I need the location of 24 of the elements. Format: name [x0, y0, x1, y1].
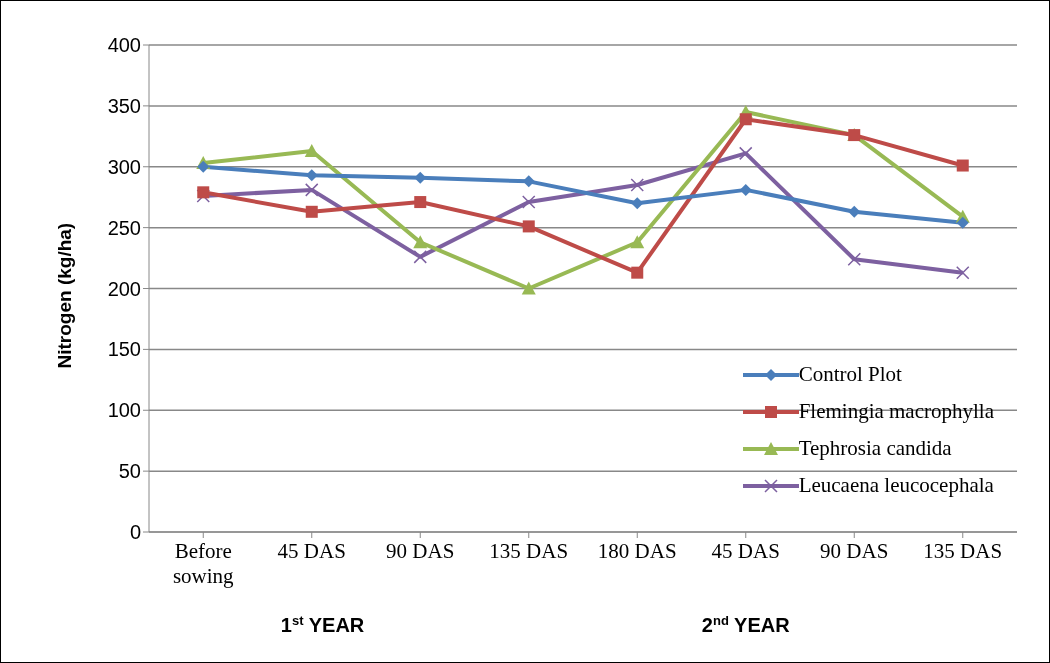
y-tick-label: 300 [107, 155, 141, 178]
y-tick-label: 250 [107, 216, 141, 239]
y-tick-label: 0 [129, 521, 141, 544]
x-tick-label: 90 DAS [386, 539, 455, 563]
x-tick-label: 45 DAS [277, 539, 346, 563]
legend-label: Tephrosia candida [798, 436, 952, 461]
y-tick-label: 100 [107, 399, 141, 422]
x-tick-label: 90 DAS [820, 539, 889, 563]
y-tick-label: 350 [107, 94, 141, 117]
text: 2$^{nd}$ YEAR [701, 612, 791, 636]
y-tick-label: 150 [107, 338, 141, 361]
y-axis-title: Nitrogen (kg/ha) [53, 222, 75, 369]
x-tick-label: 135 DAS [489, 539, 569, 563]
x-tick-label: Before sowing [172, 539, 235, 588]
y-tick-label: 50 [118, 460, 141, 483]
legend-label: Flemingia macrophylla [798, 399, 994, 424]
x-tick-label: 45 DAS [711, 539, 780, 563]
y-tick-label: 400 [107, 34, 141, 57]
legend-label: Leucaena leucocephala [798, 473, 994, 498]
y-tick-label: 200 [107, 277, 141, 300]
legend-label: Control Plot [798, 362, 902, 387]
x-tick-label: 135 DAS [923, 539, 1003, 563]
text: 1$^{st}$ YEAR [280, 612, 365, 636]
x-tick-label: 180 DAS [597, 539, 677, 563]
